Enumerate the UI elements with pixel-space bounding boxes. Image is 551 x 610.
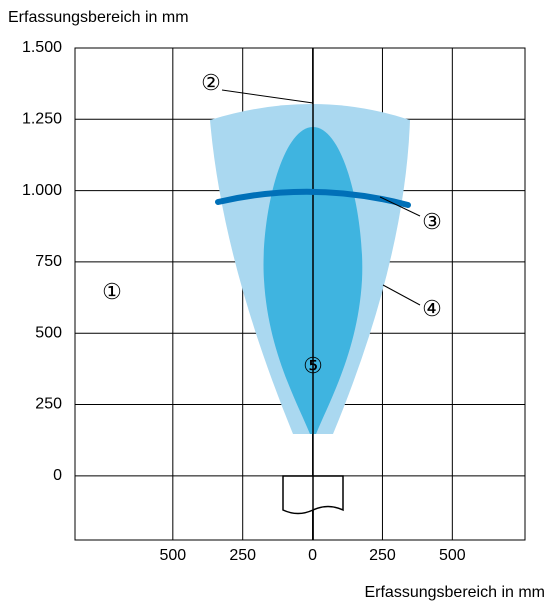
y-tick-label: 1.000	[22, 182, 62, 199]
y-tick-label: 1.250	[22, 111, 62, 128]
x-tick-label: 500	[159, 547, 186, 564]
y-tick-label: 250	[35, 396, 62, 413]
annotation: ⑤	[303, 353, 323, 378]
plot-frame	[74, 47, 526, 541]
x-tick-label: 500	[439, 547, 466, 564]
y-tick-label: 1.500	[22, 39, 62, 56]
leader-line	[379, 196, 421, 217]
x-tick-label: 0	[308, 547, 317, 564]
y-tick-label: 0	[53, 467, 62, 484]
x-axis-title: Erfassungsbereich in mm	[364, 584, 545, 601]
annotation: ②	[201, 70, 221, 95]
x-tick-label: 250	[229, 547, 256, 564]
annotation: ④	[422, 296, 442, 321]
annotation: ③	[422, 209, 442, 234]
x-tick-label: 250	[369, 547, 396, 564]
leader-line	[382, 284, 421, 306]
y-tick-label: 500	[35, 324, 62, 341]
annotation: ①	[102, 279, 122, 304]
y-axis-title: Erfassungsbereich in mm	[8, 9, 189, 26]
leader-line	[221, 89, 314, 104]
y-tick-label: 750	[35, 253, 62, 270]
